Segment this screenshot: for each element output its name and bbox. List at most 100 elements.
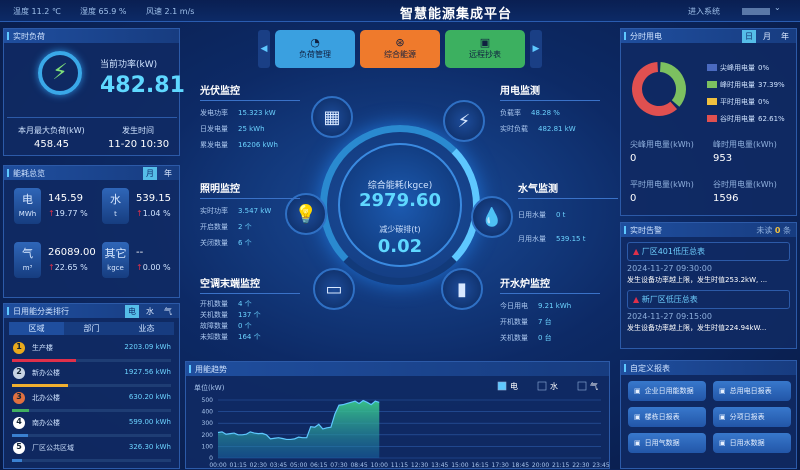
legend-label: 谷时用电量	[720, 114, 755, 123]
subtab-area[interactable]: 区域	[9, 322, 64, 335]
tab-year[interactable]: 年	[781, 32, 789, 41]
nav-button[interactable]: ▣ 远程抄表	[445, 30, 525, 68]
nav-button-icon: ▣	[479, 36, 491, 49]
chevron-down-icon[interactable]: ⌄	[774, 3, 781, 12]
ranking-name: 厂区公共区域	[32, 444, 74, 452]
x-tick-label: 00:00	[209, 462, 226, 469]
lightning-icon: ⚡	[38, 51, 82, 95]
enter-system-link[interactable]: 进入系统	[688, 7, 720, 16]
subtab-business[interactable]: 业态	[138, 324, 155, 333]
legend-checkbox[interactable]	[577, 381, 587, 391]
energy-change: 19.77 %	[54, 209, 88, 218]
rank-badge-icon: 2	[13, 367, 25, 379]
monitor-value: 7 台	[538, 318, 552, 326]
monitor-label: 月用水量	[518, 235, 546, 243]
report-button[interactable]: ▣ 楼栋日报表	[628, 407, 706, 427]
legend-checkbox[interactable]	[537, 381, 547, 391]
monitor-title: 空调末端监控	[200, 275, 300, 294]
tab-year[interactable]: 年	[164, 169, 172, 178]
nav-button-label: 负荷管理	[299, 50, 331, 59]
legend-checkbox[interactable]	[497, 381, 507, 391]
monitor-light: 照明监控 实时功率 3.547 kW 开启数量 2 个关闭数量 6 个	[200, 180, 300, 251]
ranking-bar-fill	[12, 359, 76, 362]
legend-pct: 0%	[758, 63, 770, 72]
monitor-label: 今日用电	[500, 302, 528, 310]
ranking-value: 1927.56 kWh	[124, 368, 171, 376]
panel-title: 实时告警	[630, 226, 662, 235]
monitor-value: 482.81 kW	[538, 125, 576, 133]
alarm-item[interactable]: ▲ 新厂区低压总表 2024-11-27 09:15:00 发生设备功率越上限，发生…	[627, 290, 790, 333]
legend-label: 峰时用电量	[720, 80, 755, 89]
monitor-label: 实时负载	[500, 125, 528, 133]
monitor-title: 水气监测	[518, 180, 618, 199]
ranking-row: 1 生产楼 2203.09 kWh	[10, 339, 173, 364]
energy-type-name: 电	[22, 193, 33, 206]
monitor-label: 日用水量	[518, 211, 546, 219]
tab-gas[interactable]: 气	[164, 307, 172, 316]
tou-stat-value: 1596	[713, 193, 739, 204]
legend-label: 水	[550, 381, 558, 391]
x-tick-label: 06:15	[310, 462, 327, 469]
legend-label: 气	[590, 381, 598, 391]
energy-unit: m³	[22, 264, 33, 272]
report-icon: ▣	[634, 413, 641, 421]
ranking-bar	[12, 409, 171, 412]
nav-button-icon: ⊛	[395, 36, 405, 49]
report-icon: ▣	[634, 439, 641, 447]
donut-slice	[659, 62, 686, 107]
nav-button[interactable]: ◔ 负荷管理	[275, 30, 355, 68]
legend-label: 尖峰用电量	[720, 63, 755, 72]
current-power: 482.81	[100, 73, 185, 98]
next-arrow-button[interactable]: ▶	[530, 30, 542, 68]
time-label: 发生时间	[122, 126, 154, 135]
report-button[interactable]: ▣ 日用水数据	[713, 433, 791, 453]
monitor-label: 未知数量	[200, 332, 228, 341]
prev-arrow-button[interactable]: ◀	[258, 30, 270, 68]
tab-month[interactable]: 月	[143, 167, 157, 180]
boiler-icon: ▮	[441, 268, 483, 310]
subtab-department[interactable]: 部门	[83, 324, 100, 333]
monitor-value: 48.28 %	[531, 109, 560, 117]
legend-label: 平时用电量	[720, 97, 755, 106]
tou-stat: 平时用电量(kWh) 0	[630, 179, 694, 204]
nav-button[interactable]: ⊛ 综合能源	[360, 30, 440, 68]
energy-unit: t	[114, 210, 117, 218]
energy-type-tile: 气 m³	[14, 242, 41, 278]
rank-badge-icon: 5	[13, 442, 25, 454]
energy-label: 综合能耗(kgce)	[367, 181, 433, 191]
tou-stat-value: 953	[713, 153, 733, 164]
ranking-name: 新办公楼	[32, 369, 60, 377]
tab-water[interactable]: 水	[146, 307, 154, 316]
report-button[interactable]: ▣ 企业日用能数据	[628, 381, 706, 401]
energy-trend-chart: 单位(kW) 0 100 200 300 400 500 00:00 01:15 02:30 03:…	[194, 381, 610, 469]
report-button[interactable]: ▣ 分项日报表	[713, 407, 791, 427]
ranking-bar	[12, 359, 171, 362]
tou-stat: 尖峰用电量(kWh) 0	[630, 139, 694, 164]
ranking-bar-fill	[12, 459, 22, 462]
alarm-item[interactable]: ▲ 厂区401低压总表 2024-11-27 09:30:00 发生设备功率越上限，…	[627, 242, 790, 285]
monitor-title: 用电监测	[500, 82, 600, 101]
legend-item: 平时用电量 0%	[707, 93, 785, 110]
report-label: 企业日用能数据	[644, 387, 694, 395]
monitor-value: 6 个	[238, 239, 252, 247]
panel-title: 分时用电	[630, 32, 662, 41]
tab-month[interactable]: 月	[763, 32, 771, 41]
energy-type-name: 其它	[104, 247, 127, 260]
arrow-up-icon: ↑	[136, 263, 143, 272]
tab-day[interactable]: 日	[742, 30, 756, 43]
report-button[interactable]: ▣ 总用电日报表	[713, 381, 791, 401]
page-title: 智慧能源集成平台	[400, 7, 513, 22]
report-button[interactable]: ▣ 日用气数据	[628, 433, 706, 453]
tab-electric[interactable]: 电	[125, 305, 139, 318]
ranking-value: 599.00 kWh	[128, 418, 171, 426]
legend-pct: 0%	[758, 97, 770, 106]
monitor-value: 539.15 t	[556, 235, 586, 243]
tou-stat: 峰时用电量(kWh) 953	[713, 139, 777, 164]
energy-type-tile: 其它 kgce	[102, 242, 129, 278]
energy-unit: kgce	[107, 264, 124, 272]
panel-title: 日用能分类排行	[13, 307, 69, 316]
y-tick-label: 0	[209, 455, 213, 462]
monitor-value: 3.547 kW	[238, 207, 272, 215]
time-value: 11-20 10:30	[108, 139, 170, 150]
ranking-row: 2 新办公楼 1927.56 kWh	[10, 364, 173, 389]
